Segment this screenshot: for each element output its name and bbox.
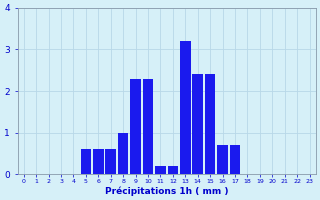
- Bar: [93, 149, 104, 174]
- Bar: [217, 145, 228, 174]
- Bar: [155, 166, 166, 174]
- Bar: [118, 133, 128, 174]
- Bar: [205, 74, 215, 174]
- Bar: [143, 79, 153, 174]
- X-axis label: Précipitations 1h ( mm ): Précipitations 1h ( mm ): [105, 186, 228, 196]
- Bar: [230, 145, 240, 174]
- Bar: [193, 74, 203, 174]
- Bar: [180, 41, 191, 174]
- Bar: [130, 79, 141, 174]
- Bar: [106, 149, 116, 174]
- Bar: [168, 166, 178, 174]
- Bar: [81, 149, 91, 174]
